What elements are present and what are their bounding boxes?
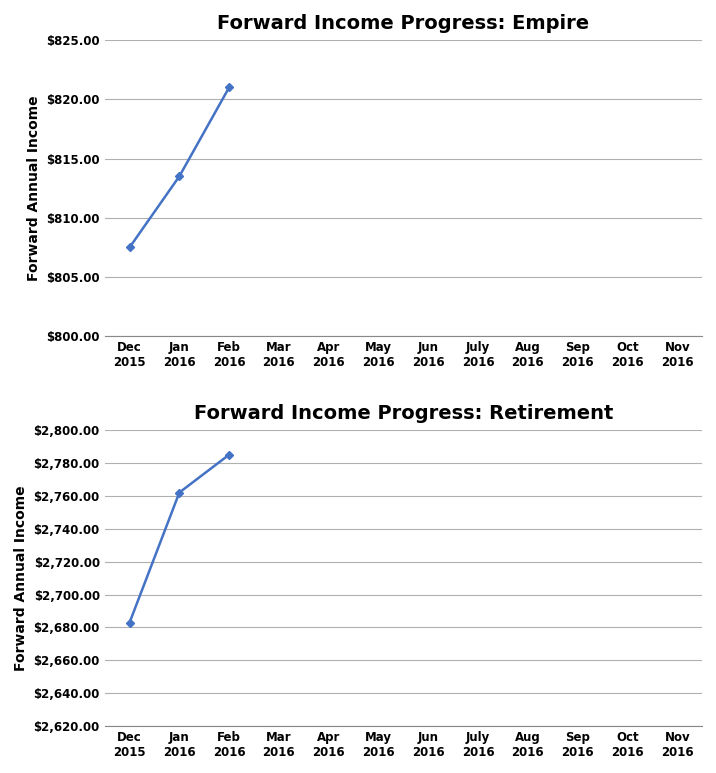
Y-axis label: Forward Annual Income: Forward Annual Income [14, 485, 28, 671]
Title: Forward Income Progress: Empire: Forward Income Progress: Empire [218, 14, 589, 33]
Y-axis label: Forward Annual Income: Forward Annual Income [26, 95, 41, 281]
Title: Forward Income Progress: Retirement: Forward Income Progress: Retirement [194, 404, 613, 423]
